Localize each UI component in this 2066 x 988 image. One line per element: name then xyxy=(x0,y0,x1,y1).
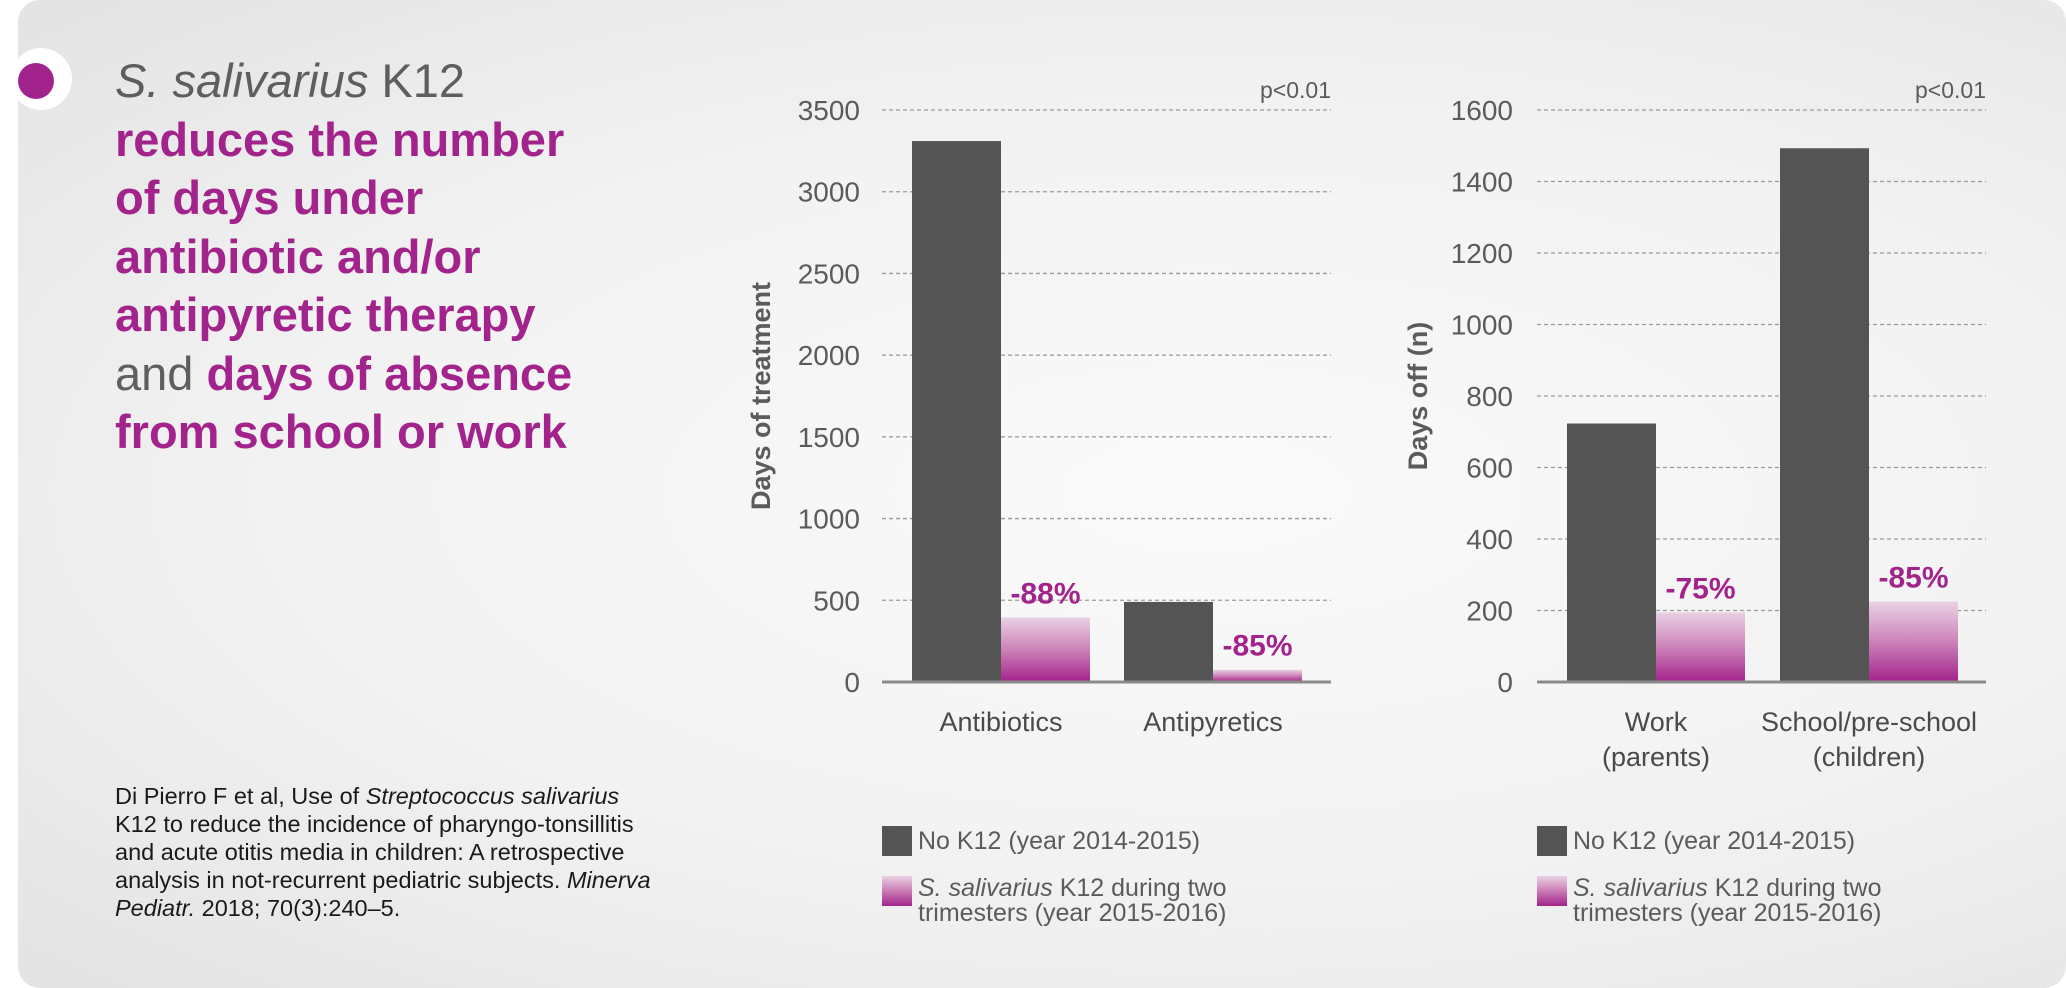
legend-label-no-k12: No K12 (year 2014-2015) xyxy=(918,827,1201,855)
legend-label-k12-line2: trimesters (year 2015-2016) xyxy=(1573,899,1882,927)
legend-label-species: S. salivarius xyxy=(918,874,1053,902)
legend-item-no-k12: No K12 (year 2014-2015) xyxy=(882,826,1226,856)
legend-label-species: S. salivarius xyxy=(1573,874,1708,902)
infographic-panel: S. salivarius K12 reduces the number of … xyxy=(18,0,2066,988)
headline-line-1: reduces the number xyxy=(115,112,565,166)
headline-species: S. salivarius xyxy=(115,54,369,107)
legend-swatch-dark xyxy=(1537,826,1567,856)
category-label: (children) xyxy=(1813,742,1926,772)
category-label: School/pre-school xyxy=(1761,707,1977,737)
headline-strain: K12 xyxy=(368,54,466,107)
headline-and: and xyxy=(115,346,194,400)
headline-line-3: antibiotic and/or xyxy=(115,229,481,283)
headline: S. salivarius K12 reduces the number of … xyxy=(115,52,675,462)
reference-citation: Di Pierro F et al, Use of Streptococcus … xyxy=(115,782,655,922)
y-tick-label: 1400 xyxy=(1451,167,1513,198)
reduction-label: -85% xyxy=(1222,630,1292,663)
y-tick-label: 1500 xyxy=(798,422,860,453)
p-value-annotation: p<0.01 xyxy=(1260,77,1331,103)
bar-no-k12 xyxy=(1124,601,1213,682)
headline-line-2: of days under xyxy=(115,171,424,224)
reduction-label: -85% xyxy=(1878,562,1948,595)
y-tick-label: 1000 xyxy=(798,504,860,535)
y-tick-label: 3500 xyxy=(798,95,860,126)
legend-swatch-pink xyxy=(1537,876,1567,906)
y-tick-label: 600 xyxy=(1466,453,1513,484)
bar-k12 xyxy=(1213,669,1302,682)
y-tick-label: 1200 xyxy=(1451,238,1513,269)
y-tick-label: 2000 xyxy=(798,340,860,371)
headline-line-species: S. salivarius K12 xyxy=(115,52,675,111)
bar-no-k12 xyxy=(912,141,1001,683)
y-axis-label: Days off (n) xyxy=(1403,322,1433,471)
reference-part2: K12 to reduce the incidence of pharyngo-… xyxy=(115,811,634,893)
bar-k12 xyxy=(1001,617,1090,682)
bar-k12 xyxy=(1656,612,1745,682)
y-tick-label: 3000 xyxy=(798,177,860,208)
headline-line-5: days of absence xyxy=(193,346,573,400)
category-label: Antibiotics xyxy=(939,707,1062,737)
headline-line-4: antipyretic therapy xyxy=(115,288,536,341)
headline-line-6: from school or work xyxy=(115,405,567,458)
reference-species: Streptococcus salivarius xyxy=(365,783,620,809)
category-label: Work xyxy=(1625,707,1688,737)
legend-chart-1: No K12 (year 2014-2015) S. salivarius K1… xyxy=(882,826,1226,926)
y-tick-label: 500 xyxy=(813,585,860,616)
reduction-label: -88% xyxy=(1010,577,1080,610)
y-tick-label: 0 xyxy=(1497,667,1513,698)
bar-no-k12 xyxy=(1780,148,1869,682)
y-tick-label: 400 xyxy=(1466,524,1513,555)
y-axis-label: Days of treatment xyxy=(746,282,776,510)
y-tick-label: 2500 xyxy=(798,258,860,289)
legend-item-k12: S. salivarius K12 during two trimesters … xyxy=(882,876,1226,926)
legend-label-k12-line2: trimesters (year 2015-2016) xyxy=(918,899,1227,927)
bar-k12 xyxy=(1869,601,1958,682)
y-tick-label: 800 xyxy=(1466,381,1513,412)
legend-swatch-pink xyxy=(882,876,912,906)
p-value-annotation: p<0.01 xyxy=(1915,77,1986,103)
category-label: Antipyretics xyxy=(1143,707,1283,737)
y-tick-label: 1600 xyxy=(1451,95,1513,126)
y-tick-label: 200 xyxy=(1466,596,1513,627)
legend-chart-2: No K12 (year 2014-2015) S. salivarius K1… xyxy=(1537,826,1881,926)
reference-part3: 2018; 70(3):240–5. xyxy=(195,895,401,921)
reference-part1: Di Pierro F et al, Use of xyxy=(115,783,366,809)
legend-label-no-k12: No K12 (year 2014-2015) xyxy=(1573,827,1856,855)
accent-bullet xyxy=(18,63,54,99)
y-tick-label: 1000 xyxy=(1451,310,1513,341)
legend-item-k12: S. salivarius K12 during two trimesters … xyxy=(1537,876,1881,926)
reduction-label: -75% xyxy=(1665,572,1735,605)
headline-line-5-row: and days of absence xyxy=(115,345,675,404)
legend-swatch-dark xyxy=(882,826,912,856)
y-tick-label: 0 xyxy=(844,667,860,698)
category-label: (parents) xyxy=(1602,742,1710,772)
reference-journal: Minerva Pediatr. xyxy=(115,867,651,921)
bar-no-k12 xyxy=(1567,423,1656,682)
legend-item-no-k12: No K12 (year 2014-2015) xyxy=(1537,826,1881,856)
legend-label-k12-line1: K12 during two xyxy=(1052,874,1227,902)
legend-label-k12-line1: K12 during two xyxy=(1707,874,1882,902)
